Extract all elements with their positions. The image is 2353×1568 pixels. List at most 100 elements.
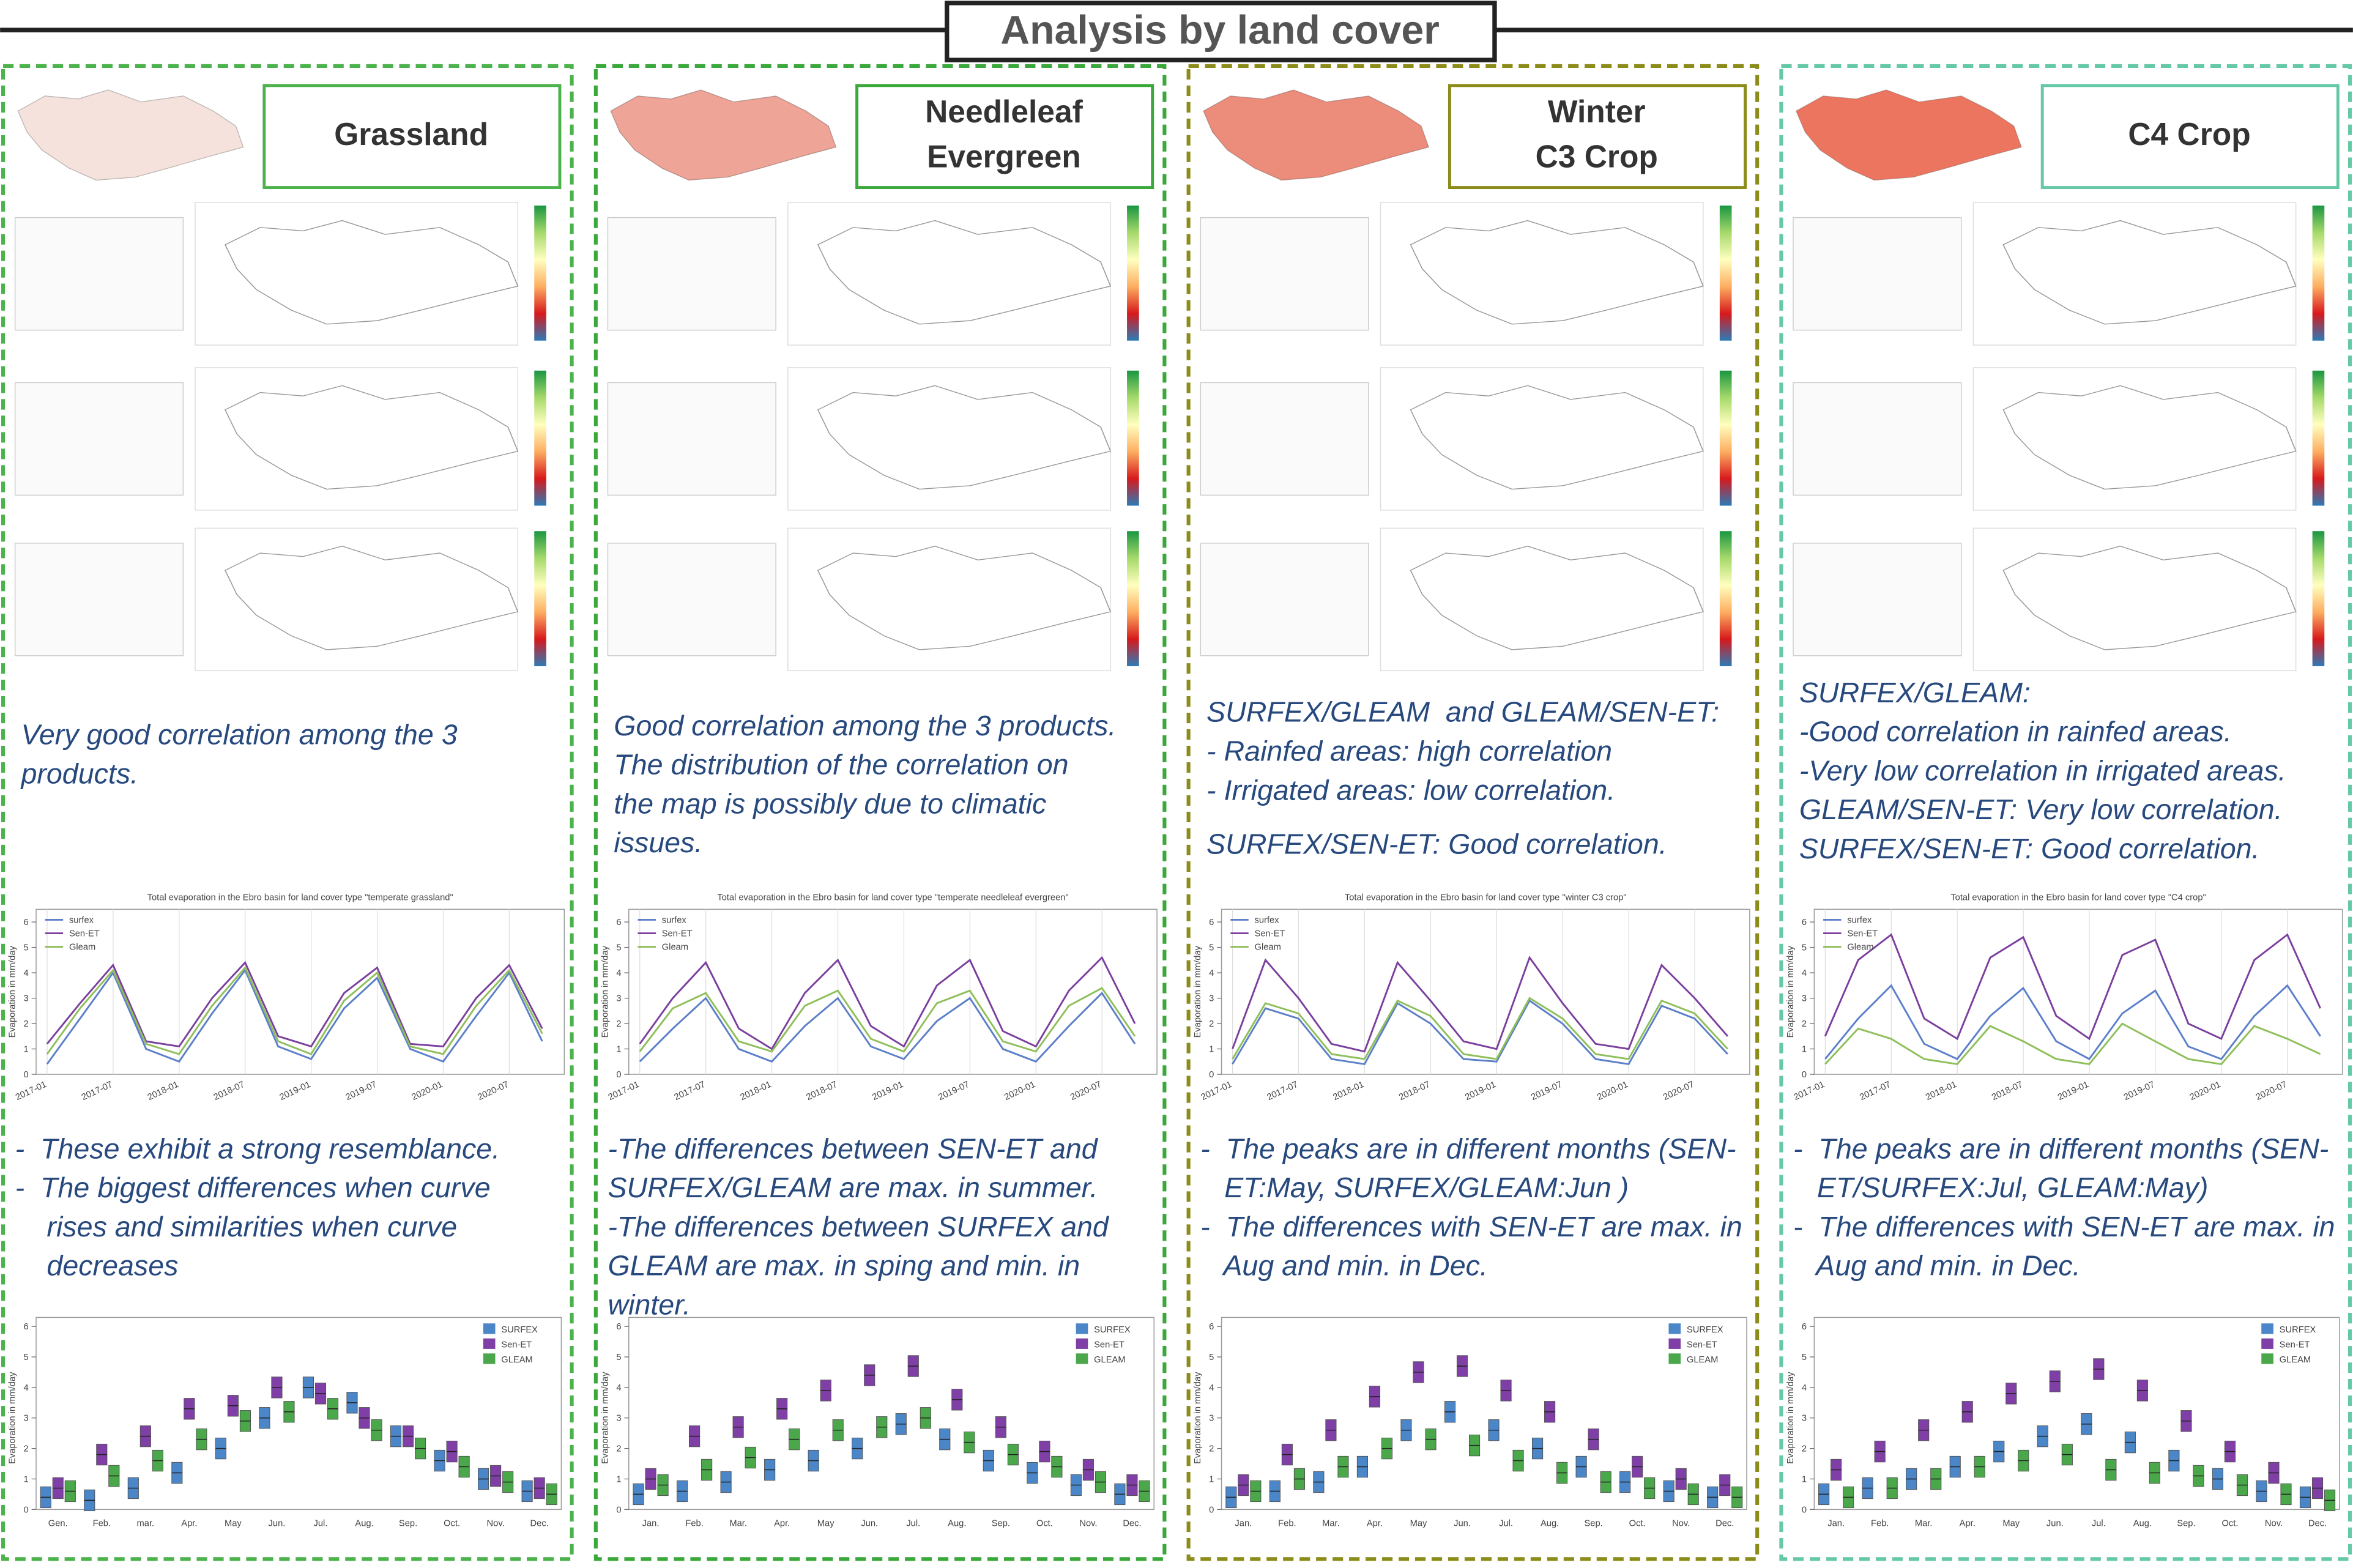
x-tick-label: May [2002,1518,2020,1528]
legend-label: Sen-ET [1687,1340,1717,1350]
y-tick-label: 3 [1802,994,1807,1003]
map-frame [1381,368,1703,510]
finding-line: Aug and min. in Dec. [1200,1250,1488,1282]
map-frame [195,368,518,510]
x-tick-label: May [225,1518,242,1528]
heading: Needleleaf [925,94,1083,129]
legend-swatch [1668,1323,1681,1334]
y-tick-label: 3 [616,1414,621,1424]
y-tick-label: 3 [24,994,29,1003]
x-tick-label: Feb. [93,1518,111,1528]
x-tick-label: Sep. [399,1518,417,1528]
finding-line: - The differences with SEN-ET are max. i… [1200,1211,1742,1243]
y-tick-label: 5 [24,943,29,953]
map-frame [1973,368,2295,510]
x-tick-label: Jan. [642,1518,660,1528]
legend-swatch [2261,1339,2273,1349]
y-tick-label: 3 [1209,994,1214,1003]
x-tick-label: Jan. [1827,1518,1845,1528]
histogram-thumbnail [608,218,776,330]
map-frame [195,203,518,345]
x-tick-label: May [817,1518,835,1528]
finding-line: winter. [608,1289,691,1321]
x-tick-label: Jun. [861,1518,878,1528]
y-axis-label: Evaporation in mm/day [1193,1372,1203,1464]
y-tick-label: 3 [616,994,621,1003]
y-axis-label: Evaporation in mm/day [1193,945,1203,1038]
note-line: Good correlation among the 3 products. [614,710,1116,741]
y-tick-label: 5 [24,1353,29,1362]
x-tick-label: Apr. [774,1518,790,1528]
legend-label: surfex [662,915,687,925]
legend-swatch [1076,1323,1088,1334]
x-tick-label: Nov. [2265,1518,2283,1528]
x-tick-label: Jan. [1235,1518,1252,1528]
x-tick-label: Jun. [2046,1518,2064,1528]
x-tick-label: Mar. [1915,1518,1933,1528]
y-tick-label: 3 [24,1414,29,1424]
legend-label: Sen-ET [501,1340,532,1350]
line-chart-title: Total evaporation in the Ebro basin for … [717,893,1068,903]
poster: Analysis by land cover GrasslandVery goo… [0,0,2353,1568]
histogram-thumbnail [1793,382,1961,495]
legend-label: SURFEX [1687,1325,1723,1335]
note-line: -Good correlation in rainfed areas. [1799,716,2232,748]
x-tick-label: Apr. [1960,1518,1976,1528]
x-tick-label: Mar. [729,1518,747,1528]
note-line: The distribution of the correlation on [614,749,1068,781]
legend-label: surfex [1847,915,1872,925]
colorbar [534,206,546,341]
note-line: - Rainfed areas: high correlation [1206,735,1612,767]
y-tick-label: 0 [24,1070,29,1080]
note-line: -Very low correlation in irrigated areas… [1799,754,2286,786]
x-tick-label: Nov. [1672,1518,1690,1528]
histogram-thumbnail [1793,543,1961,656]
legend-label: surfex [1255,915,1280,925]
map-frame [1381,528,1703,671]
colorbar [2313,371,2325,506]
x-tick-label: mar. [137,1518,155,1528]
x-tick-label: Apr. [181,1518,197,1528]
legend-label: Sen-ET [69,929,100,938]
y-tick-label: 5 [1802,943,1807,953]
colorbar [1127,371,1139,506]
x-tick-label: Dec. [2308,1518,2327,1528]
legend-label: Sen-ET [2280,1340,2310,1350]
y-tick-label: 2 [24,1444,29,1454]
x-tick-label: Sep. [2177,1518,2195,1528]
x-tick-label: Sep. [1585,1518,1603,1528]
y-tick-label: 1 [1802,1044,1807,1054]
histogram-thumbnail [15,543,184,656]
y-tick-label: 2 [616,1019,621,1029]
histogram-thumbnail [608,543,776,656]
y-tick-label: 0 [1209,1505,1214,1515]
y-tick-label: 4 [24,968,29,978]
x-tick-label: Apr. [1367,1518,1383,1528]
y-tick-label: 5 [616,1353,621,1362]
note-line: products. [20,757,138,789]
legend-label: Gleam [69,943,95,953]
legend-swatch [483,1323,496,1334]
map-frame [1973,528,2295,671]
x-tick-label: May [1410,1518,1427,1528]
histogram-thumbnail [1200,218,1369,330]
y-tick-label: 0 [1802,1070,1807,1080]
y-tick-label: 5 [1802,1353,1807,1362]
y-tick-label: 6 [616,918,621,927]
legend-swatch [483,1353,496,1364]
x-tick-label: Jun. [269,1518,286,1528]
y-tick-label: 5 [1209,943,1214,953]
note-line: issues. [614,827,702,858]
y-tick-label: 0 [616,1505,621,1515]
legend-swatch [1076,1339,1088,1349]
note-line: Very good correlation among the 3 [21,719,457,751]
heading: Grassland [334,116,488,152]
y-tick-label: 6 [1802,918,1807,927]
y-tick-label: 4 [24,1383,29,1393]
map-frame [1381,203,1703,345]
y-tick-label: 6 [616,1322,621,1332]
legend-label: Sen-ET [662,929,693,938]
map-frame [788,203,1110,345]
y-tick-label: 1 [1802,1474,1807,1484]
heading: Winter [1548,94,1646,129]
